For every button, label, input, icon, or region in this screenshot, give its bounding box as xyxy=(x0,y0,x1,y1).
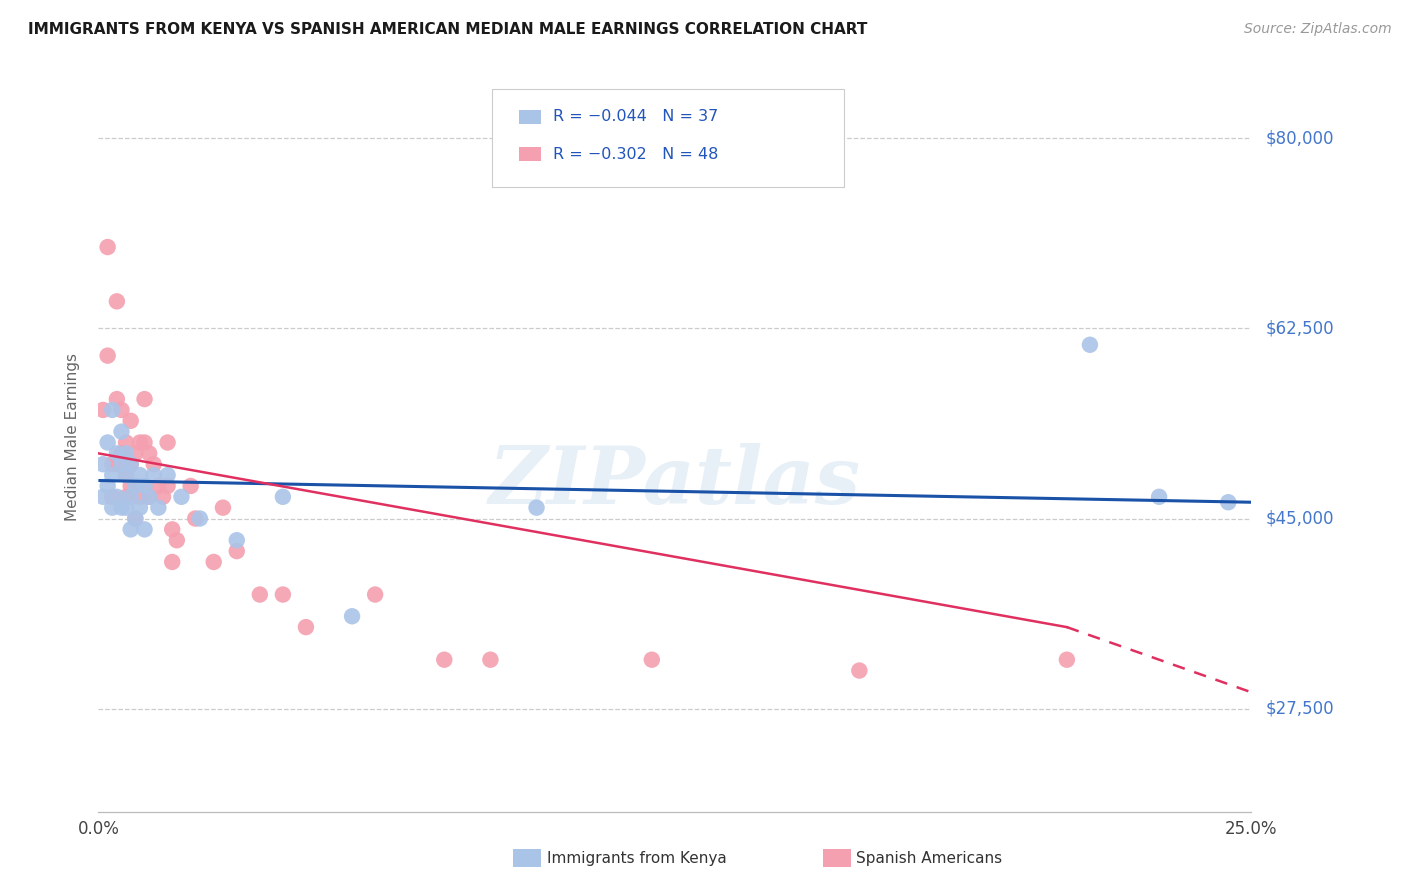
Point xyxy=(188,511,211,525)
Point xyxy=(641,653,664,667)
Point xyxy=(129,500,152,515)
Point xyxy=(156,435,179,450)
Point xyxy=(97,349,120,363)
Point xyxy=(120,457,142,471)
Point xyxy=(271,588,294,602)
Point xyxy=(129,490,152,504)
Point xyxy=(120,490,142,504)
Point xyxy=(152,490,174,504)
Point xyxy=(97,435,120,450)
Point xyxy=(105,446,128,460)
Point xyxy=(124,511,146,525)
Text: ZIPatlas: ZIPatlas xyxy=(489,443,860,521)
Text: $27,500: $27,500 xyxy=(1265,699,1334,717)
Point xyxy=(160,522,183,536)
Point xyxy=(138,490,160,504)
Point xyxy=(249,588,271,602)
Point xyxy=(105,457,128,471)
Point xyxy=(101,457,124,471)
Text: Immigrants from Kenya: Immigrants from Kenya xyxy=(547,851,727,865)
Point xyxy=(120,414,142,428)
Point xyxy=(101,490,124,504)
Point xyxy=(134,435,156,450)
Point xyxy=(138,490,160,504)
Point xyxy=(120,479,142,493)
Point xyxy=(115,468,138,483)
Point xyxy=(142,468,165,483)
Point xyxy=(110,425,132,439)
Point xyxy=(124,479,146,493)
Point xyxy=(129,468,152,483)
Point xyxy=(97,479,120,493)
Point xyxy=(134,479,156,493)
Point xyxy=(271,490,294,504)
Point xyxy=(202,555,225,569)
Point xyxy=(101,403,124,417)
Point xyxy=(1147,490,1170,504)
Text: R = −0.302   N = 48: R = −0.302 N = 48 xyxy=(553,147,718,161)
Point xyxy=(479,653,502,667)
Point xyxy=(166,533,188,548)
Point xyxy=(110,500,132,515)
Point xyxy=(160,555,183,569)
Point xyxy=(142,457,165,471)
Text: IMMIGRANTS FROM KENYA VS SPANISH AMERICAN MEDIAN MALE EARNINGS CORRELATION CHART: IMMIGRANTS FROM KENYA VS SPANISH AMERICA… xyxy=(28,22,868,37)
Point xyxy=(91,490,114,504)
Text: R = −0.044   N = 37: R = −0.044 N = 37 xyxy=(553,110,718,124)
Point xyxy=(1218,495,1240,509)
Point xyxy=(101,468,124,483)
Point xyxy=(364,588,387,602)
Point xyxy=(433,653,456,667)
Y-axis label: Median Male Earnings: Median Male Earnings xyxy=(65,353,80,521)
Point xyxy=(115,490,138,504)
Text: Source: ZipAtlas.com: Source: ZipAtlas.com xyxy=(1244,22,1392,37)
Point xyxy=(120,457,142,471)
Point xyxy=(110,446,132,460)
Point xyxy=(115,468,138,483)
Point xyxy=(124,511,146,525)
Point xyxy=(156,479,179,493)
Point xyxy=(105,490,128,504)
Point xyxy=(105,294,128,309)
Point xyxy=(295,620,318,634)
Point xyxy=(156,468,179,483)
Point xyxy=(134,479,156,493)
Point xyxy=(170,490,193,504)
Point xyxy=(110,457,132,471)
Point xyxy=(91,457,114,471)
Point xyxy=(134,522,156,536)
Point xyxy=(848,664,870,678)
Text: $45,000: $45,000 xyxy=(1265,509,1334,527)
Point xyxy=(124,446,146,460)
Text: Spanish Americans: Spanish Americans xyxy=(856,851,1002,865)
Point xyxy=(526,500,548,515)
Point xyxy=(115,500,138,515)
Point xyxy=(101,500,124,515)
Point xyxy=(134,392,156,406)
Point xyxy=(225,533,247,548)
Point xyxy=(184,511,207,525)
Point xyxy=(115,435,138,450)
Point xyxy=(110,403,132,417)
Point xyxy=(115,446,138,460)
Point xyxy=(105,392,128,406)
Text: $80,000: $80,000 xyxy=(1265,129,1334,147)
Point xyxy=(340,609,363,624)
Point xyxy=(1078,338,1101,352)
Point xyxy=(120,522,142,536)
Point xyxy=(138,446,160,460)
Point xyxy=(124,479,146,493)
Point xyxy=(129,435,152,450)
Point xyxy=(148,500,170,515)
Point xyxy=(148,479,170,493)
Point xyxy=(97,240,120,254)
Point xyxy=(1056,653,1078,667)
Point xyxy=(91,403,114,417)
Text: $62,500: $62,500 xyxy=(1265,319,1334,337)
Point xyxy=(212,500,235,515)
Point xyxy=(225,544,247,558)
Point xyxy=(180,479,202,493)
